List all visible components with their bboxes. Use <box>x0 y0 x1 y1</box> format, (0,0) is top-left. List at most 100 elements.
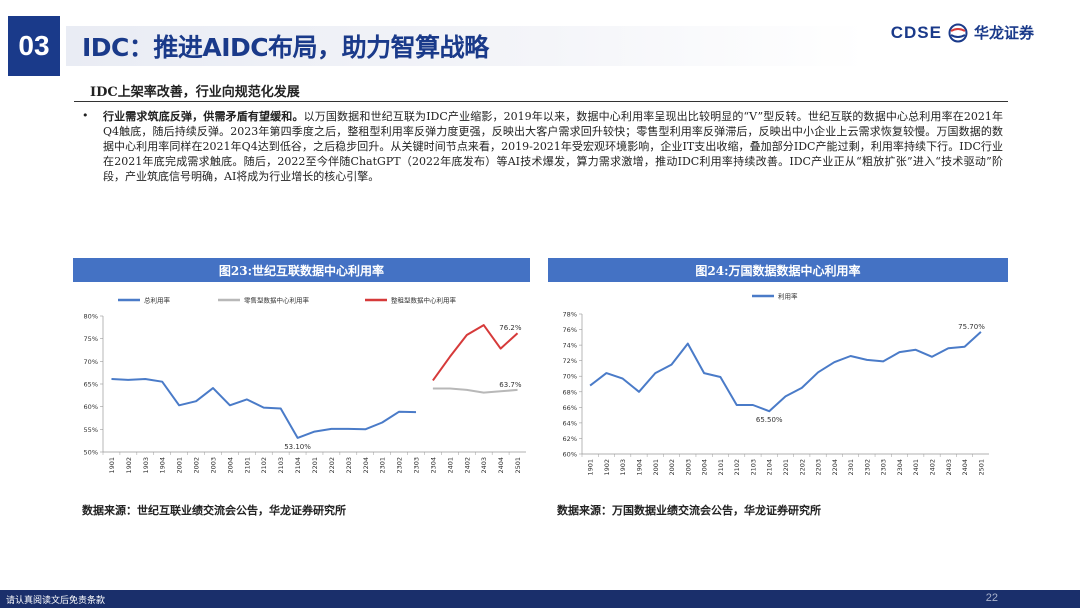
y-tick-label: 70% <box>84 358 98 366</box>
y-tick-label: 80% <box>84 313 98 321</box>
y-tick-label: 60% <box>84 403 98 411</box>
company-logo: CDSE 华龙证券 <box>891 22 1034 43</box>
x-tick-label: 2401 <box>446 457 454 474</box>
x-tick-label: 1904 <box>635 459 643 476</box>
x-tick-label: 2304 <box>429 457 437 474</box>
x-tick-label: 2303 <box>413 457 421 474</box>
footer-bar <box>0 590 1080 608</box>
x-tick-label: 2302 <box>863 459 871 476</box>
logo-en: CDSE <box>890 22 942 42</box>
legend-label: 总利用率 <box>144 296 171 305</box>
body-paragraph: 行业需求筑底反弹，供需矛盾有望缓和。以万国数据和世纪互联为IDC产业缩影，201… <box>103 109 1003 184</box>
y-tick-label: 50% <box>84 449 98 457</box>
title-bar <box>66 26 866 66</box>
bullet-mark: • <box>82 109 89 122</box>
x-tick-label: 2004 <box>701 459 709 476</box>
x-tick-label: 2002 <box>668 459 676 476</box>
data-label: 75.70% <box>958 323 985 331</box>
legend-label: 整租型数据中心利用率 <box>391 296 457 305</box>
y-tick-label: 75% <box>84 335 98 343</box>
x-tick-label: 2002 <box>193 457 201 474</box>
y-tick-label: 78% <box>563 311 577 319</box>
x-tick-label: 2101 <box>243 457 251 474</box>
x-tick-label: 1903 <box>142 457 150 474</box>
logo-globe-icon <box>948 23 968 42</box>
x-tick-label: 2101 <box>717 459 725 476</box>
x-tick-label: 2204 <box>831 459 839 476</box>
y-tick-label: 62% <box>563 435 577 443</box>
data-label: 76.2% <box>499 324 522 332</box>
y-tick-label: 76% <box>563 326 577 334</box>
x-tick-label: 2404 <box>961 459 969 476</box>
y-tick-label: 74% <box>563 342 577 350</box>
x-tick-label: 1901 <box>108 457 116 474</box>
x-tick-label: 2302 <box>396 457 404 474</box>
x-tick-label: 2201 <box>311 457 319 474</box>
y-tick-label: 65% <box>84 381 98 389</box>
x-tick-label: 2003 <box>684 459 692 476</box>
x-tick-label: 2501 <box>977 459 985 476</box>
x-tick-label: 1903 <box>619 459 627 476</box>
x-tick-label: 2401 <box>912 459 920 476</box>
series-line-1 <box>432 387 518 394</box>
x-tick-label: 2001 <box>176 457 184 474</box>
paragraph-lead: 行业需求筑底反弹，供需矛盾有望缓和。 <box>103 110 304 123</box>
x-tick-label: 1904 <box>159 457 167 474</box>
x-tick-label: 2304 <box>896 459 904 476</box>
x-tick-label: 2204 <box>362 457 370 474</box>
chart-left: 50% 55% 60% 65% 70% 75% 80% 1901 1902 1903 1904 200… <box>84 296 526 474</box>
y-tick-label: 72% <box>563 357 577 365</box>
x-tick-label: 2203 <box>345 457 353 474</box>
x-tick-label: 2104 <box>294 457 302 474</box>
chart-right: 60% 62% 64% 66% 68% 70% 72% 74% 76% 78% 1901 1902 19… <box>563 292 989 476</box>
page-title: IDC：推进AIDC布局，助力智算战略 <box>82 33 489 62</box>
chart-left-source: 数据来源：世纪互联业绩交流会公告，华龙证券研究所 <box>82 504 346 517</box>
x-tick-label: 2403 <box>480 457 488 474</box>
footer-disclaimer: 请认真阅读文后免责条款 <box>6 596 106 606</box>
y-tick-label: 66% <box>563 404 577 412</box>
series-line-2 <box>432 324 519 381</box>
legend-label: 零售型数据中心利用率 <box>244 296 310 305</box>
x-tick-label: 2102 <box>733 459 741 476</box>
data-label: 65.50% <box>756 416 783 424</box>
data-label: 53.10% <box>284 443 311 451</box>
paragraph-body: 以万国数据和世纪互联为IDC产业缩影，2019年以来，数据中心利用率呈现出比较明… <box>103 110 1003 183</box>
x-tick-label: 2202 <box>798 459 806 476</box>
data-label: 63.7% <box>499 381 522 389</box>
x-tick-label: 1902 <box>125 457 133 474</box>
x-tick-label: 2103 <box>749 459 757 476</box>
x-tick-label: 2202 <box>328 457 336 474</box>
section-number: 03 <box>8 16 60 76</box>
y-tick-label: 60% <box>563 451 577 459</box>
logo-cn: 华龙证券 <box>973 24 1034 42</box>
chart-left-heading: 图23:世纪互联数据中心利用率 <box>73 258 530 282</box>
x-tick-label: 2003 <box>209 457 217 474</box>
x-tick-label: 2402 <box>929 459 937 476</box>
y-tick-label: 55% <box>84 426 98 434</box>
chart-right-source: 数据来源：万国数据业绩交流会公告，华龙证券研究所 <box>557 504 821 517</box>
legend-label: 利用率 <box>778 292 798 301</box>
page-number: 22 <box>985 592 998 604</box>
x-tick-label: 2301 <box>847 459 855 476</box>
x-tick-label: 2001 <box>652 459 660 476</box>
x-tick-label: 2404 <box>497 457 505 474</box>
series-line-0 <box>589 331 982 413</box>
x-tick-label: 2104 <box>766 459 774 476</box>
x-tick-label: 2102 <box>260 457 268 474</box>
x-tick-label: 1901 <box>587 459 595 476</box>
x-tick-label: 1902 <box>603 459 611 476</box>
x-tick-label: 2501 <box>514 457 522 474</box>
x-tick-label: 2004 <box>226 457 234 474</box>
chart-right-heading: 图24:万国数据数据中心利用率 <box>548 258 1008 282</box>
x-tick-label: 2201 <box>782 459 790 476</box>
y-tick-label: 64% <box>563 419 577 427</box>
x-tick-label: 2301 <box>379 457 387 474</box>
series-line-0 <box>111 378 417 439</box>
x-tick-label: 2203 <box>815 459 823 476</box>
x-tick-label: 2303 <box>880 459 888 476</box>
y-tick-label: 68% <box>563 388 577 396</box>
y-tick-label: 70% <box>563 373 577 381</box>
x-tick-label: 2103 <box>277 457 285 474</box>
x-tick-label: 2403 <box>945 459 953 476</box>
section-subtitle: IDC上架率改善，行业向规范化发展 <box>90 85 300 100</box>
